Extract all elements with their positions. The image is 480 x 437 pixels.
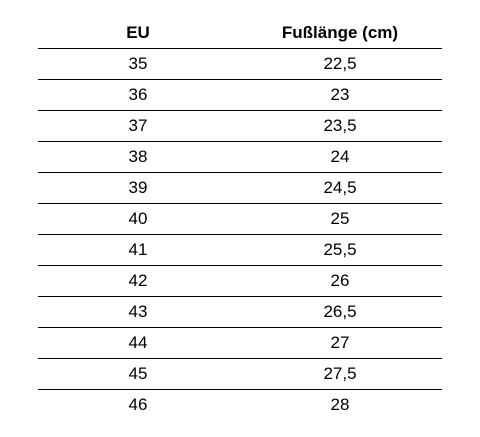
cell-eu: 42 — [38, 265, 238, 297]
table-row: 43 26,5 — [38, 296, 442, 328]
table-row: 36 23 — [38, 79, 442, 111]
cell-foot-length: 25 — [238, 203, 442, 235]
table-row: 45 27,5 — [38, 358, 442, 390]
table-row: 40 25 — [38, 203, 442, 235]
header-row: EU Fußlänge (cm) — [38, 18, 442, 49]
table-row: 38 24 — [38, 141, 442, 173]
cell-eu: 45 — [38, 358, 238, 390]
table-row: 39 24,5 — [38, 172, 442, 204]
table-row: 35 22,5 — [38, 48, 442, 80]
cell-foot-length: 27,5 — [238, 358, 442, 390]
header-foot-length: Fußlänge (cm) — [238, 18, 442, 49]
table-row: 41 25,5 — [38, 234, 442, 266]
cell-foot-length: 23 — [238, 79, 442, 111]
cell-foot-length: 24 — [238, 141, 442, 173]
table-row: 44 27 — [38, 327, 442, 359]
cell-eu: 37 — [38, 110, 238, 142]
table-header: EU Fußlänge (cm) — [38, 18, 442, 49]
cell-foot-length: 27 — [238, 327, 442, 359]
cell-foot-length: 24,5 — [238, 172, 442, 204]
table-row: 46 28 — [38, 390, 442, 421]
cell-eu: 46 — [128, 395, 148, 414]
cell-foot-length: 23,5 — [238, 110, 442, 142]
cell-eu: 36 — [38, 79, 238, 111]
table-row: 37 23,5 — [38, 110, 442, 142]
cell-foot-length: 28 — [330, 395, 350, 414]
size-table: EU Fußlänge (cm) 35 22,5 36 23 37 23,5 3… — [38, 18, 442, 420]
cell-eu: 40 — [38, 203, 238, 235]
cell-foot-length: 25,5 — [238, 234, 442, 266]
table-body: 35 22,5 36 23 37 23,5 38 24 39 24,5 40 2… — [38, 48, 442, 421]
cell-eu: 43 — [38, 296, 238, 328]
table-row: 42 26 — [38, 265, 442, 297]
cell-eu: 35 — [38, 48, 238, 80]
cell-foot-length: 26 — [238, 265, 442, 297]
cell-eu: 44 — [38, 327, 238, 359]
cell-eu: 38 — [38, 141, 238, 173]
cell-foot-length: 26,5 — [238, 296, 442, 328]
cell-eu: 41 — [38, 234, 238, 266]
header-eu: EU — [38, 18, 238, 49]
cell-foot-length: 22,5 — [238, 48, 442, 80]
cell-eu: 39 — [38, 172, 238, 204]
